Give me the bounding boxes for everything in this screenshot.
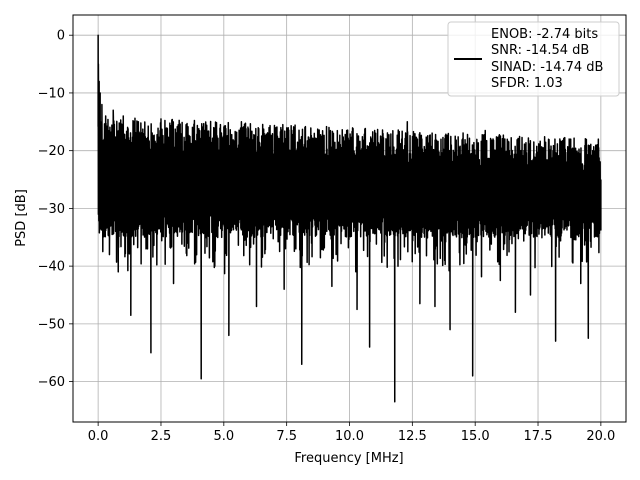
legend-enob: ENOB: -2.74 bits xyxy=(491,27,598,42)
y-tick-label: −60 xyxy=(38,375,65,390)
x-tick-label: 7.5 xyxy=(276,429,297,444)
legend: ENOB: -2.74 bits SNR: -14.54 dB SINAD: -… xyxy=(447,21,620,97)
data-layer xyxy=(97,34,602,403)
x-tick-label: 12.5 xyxy=(398,429,427,444)
x-tick-label: 15.0 xyxy=(461,429,490,444)
psd-series-line xyxy=(97,34,602,403)
y-tick-label: 0 xyxy=(57,29,65,44)
x-tick-label: 17.5 xyxy=(524,429,553,444)
legend-snr: SNR: -14.54 dB xyxy=(491,43,589,58)
x-axis-label: Frequency [MHz] xyxy=(294,451,403,466)
x-tick-label: 2.5 xyxy=(151,429,172,444)
y-axis-label: PSD [dB] xyxy=(14,189,29,247)
y-tick-label: −30 xyxy=(38,202,65,217)
y-tick-label: −10 xyxy=(38,86,65,101)
y-tick-label: −40 xyxy=(38,260,65,275)
x-tick-label: 5.0 xyxy=(213,429,234,444)
legend-box xyxy=(447,21,620,97)
y-tick-label: −50 xyxy=(38,317,65,332)
legend-sfdr: SFDR: 1.03 xyxy=(491,76,563,91)
x-tick-label: 0.0 xyxy=(88,429,109,444)
y-tick-label: −20 xyxy=(38,144,65,159)
x-tick-label: 20.0 xyxy=(586,429,615,444)
ticks: 0.0 2.5 5.0 7.5 10.0 12.5 15.0 17.5 20.0 0 −10 −20 −… xyxy=(38,29,616,444)
x-tick-label: 10.0 xyxy=(335,429,364,444)
legend-sinad: SINAD: -14.74 dB xyxy=(491,60,603,75)
